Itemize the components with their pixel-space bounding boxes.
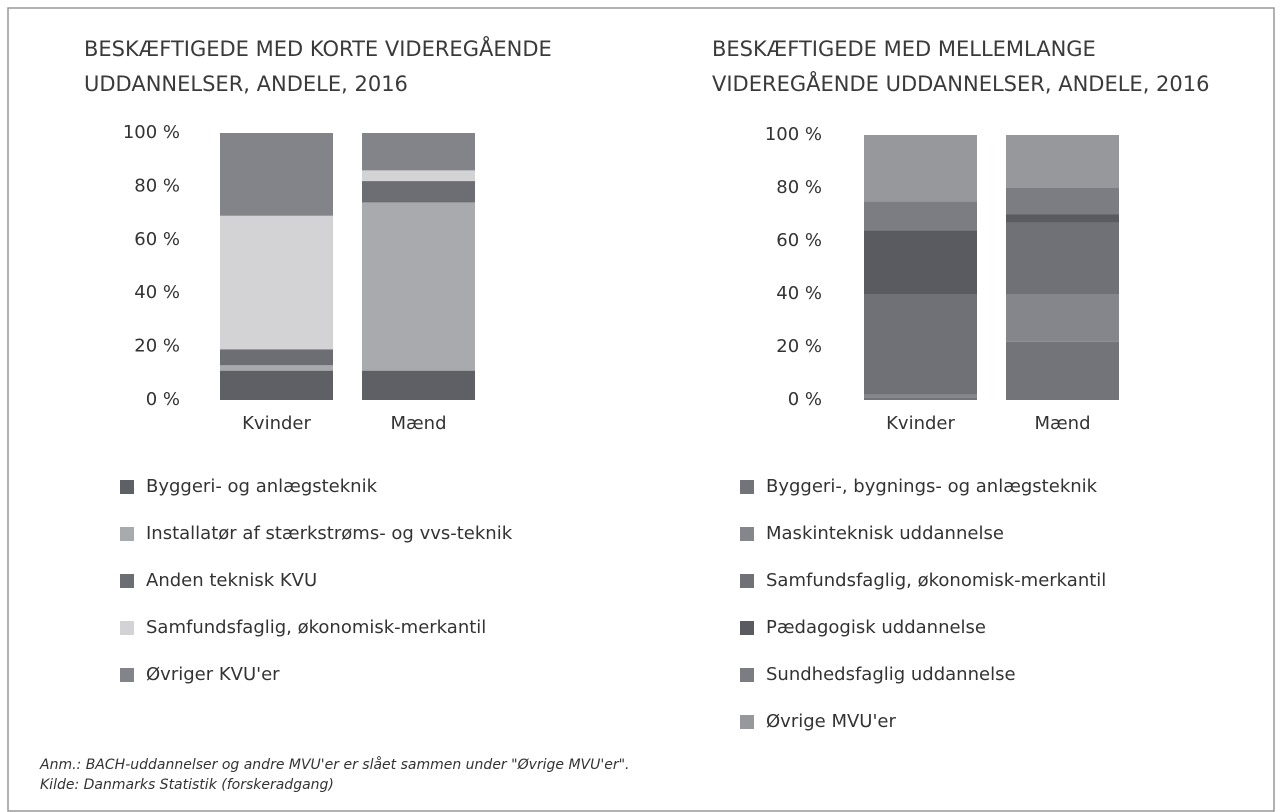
- legend-swatch: [120, 668, 134, 682]
- legend-swatch: [120, 621, 134, 635]
- bar-segment: [1006, 188, 1119, 215]
- chart-title: BESKÆFTIGEDE MED KORTE VIDEREGÅENDE: [84, 35, 552, 61]
- legend-swatch: [120, 574, 134, 588]
- bar-segment: [220, 349, 333, 366]
- y-tick-label: 80 %: [776, 177, 822, 198]
- bar-segment: [220, 370, 333, 400]
- bar-segment: [864, 397, 977, 400]
- bar-segment: [220, 365, 333, 371]
- bar-segment: [362, 133, 475, 171]
- bar-segment: [1006, 341, 1119, 400]
- bar-segment: [362, 370, 475, 400]
- source: Kilde: Danmarks Statistik (forskeradgang…: [40, 777, 334, 793]
- y-tick-label: 100 %: [123, 122, 180, 143]
- y-tick-label: 20 %: [776, 336, 822, 357]
- legend-label: Øvrige MVU'er: [766, 711, 896, 732]
- legend-label: Anden teknisk KVU: [146, 570, 317, 591]
- chart-title: BESKÆFTIGEDE MED MELLEMLANGE: [712, 37, 1096, 61]
- legend-swatch: [120, 527, 134, 541]
- bar-segment: [864, 294, 977, 395]
- legend-label: Øvriger KVU'er: [146, 664, 280, 685]
- y-tick-label: 60 %: [134, 229, 180, 250]
- y-tick-label: 20 %: [134, 336, 180, 357]
- legend-swatch: [740, 715, 754, 729]
- legend-label: Samfundsfaglig, økonomisk-merkantil: [146, 617, 486, 638]
- bar-segment: [1006, 222, 1119, 294]
- x-tick-label: Kvinder: [886, 413, 955, 434]
- chart-title: UDDANNELSER, ANDELE, 2016: [84, 72, 408, 96]
- y-tick-label: 40 %: [134, 282, 180, 303]
- legend-swatch: [120, 480, 134, 494]
- y-tick-label: 80 %: [134, 175, 180, 196]
- bar-segment: [362, 181, 475, 203]
- bar-segment: [864, 201, 977, 231]
- y-tick-label: 100 %: [765, 124, 822, 145]
- bar-segment: [864, 135, 977, 202]
- bar-segment: [362, 170, 475, 182]
- bar-segment: [1006, 214, 1119, 223]
- legend-label: Samfundsfaglig, økonomisk-merkantil: [766, 570, 1106, 591]
- x-tick-label: Kvinder: [242, 413, 311, 434]
- y-tick-label: 60 %: [776, 230, 822, 251]
- legend-swatch: [740, 527, 754, 541]
- x-tick-label: Mænd: [1034, 413, 1090, 434]
- bar-segment: [220, 133, 333, 216]
- legend-label: Pædagogisk uddannelse: [766, 617, 986, 638]
- y-tick-label: 0 %: [788, 389, 822, 410]
- y-tick-label: 40 %: [776, 283, 822, 304]
- chart-title: VIDEREGÅENDE UDDANNELSER, ANDELE, 2016: [712, 70, 1210, 96]
- bar-segment: [220, 215, 333, 350]
- bar-segment: [1006, 135, 1119, 188]
- note: Anm.: BACH-uddannelser og andre MVU'er e…: [39, 756, 629, 773]
- legend-swatch: [740, 480, 754, 494]
- bar-segment: [1006, 294, 1119, 342]
- legend-label: Maskinteknisk uddannelse: [766, 523, 1004, 544]
- y-tick-label: 0 %: [146, 389, 180, 410]
- x-tick-label: Mænd: [390, 413, 446, 434]
- frame: [7, 7, 1275, 812]
- bar-segment: [864, 394, 977, 398]
- legend-swatch: [740, 668, 754, 682]
- legend-swatch: [740, 574, 754, 588]
- legend-label: Sundhedsfaglig uddannelse: [766, 664, 1016, 685]
- bar-segment: [362, 202, 475, 371]
- legend-label: Installatør af stærkstrøms- og vvs-tekni…: [146, 523, 513, 544]
- bar-segment: [864, 230, 977, 294]
- legend-label: Byggeri- og anlægsteknik: [146, 476, 378, 497]
- legend-swatch: [740, 621, 754, 635]
- legend-label: Byggeri-, bygnings- og anlægsteknik: [766, 476, 1098, 497]
